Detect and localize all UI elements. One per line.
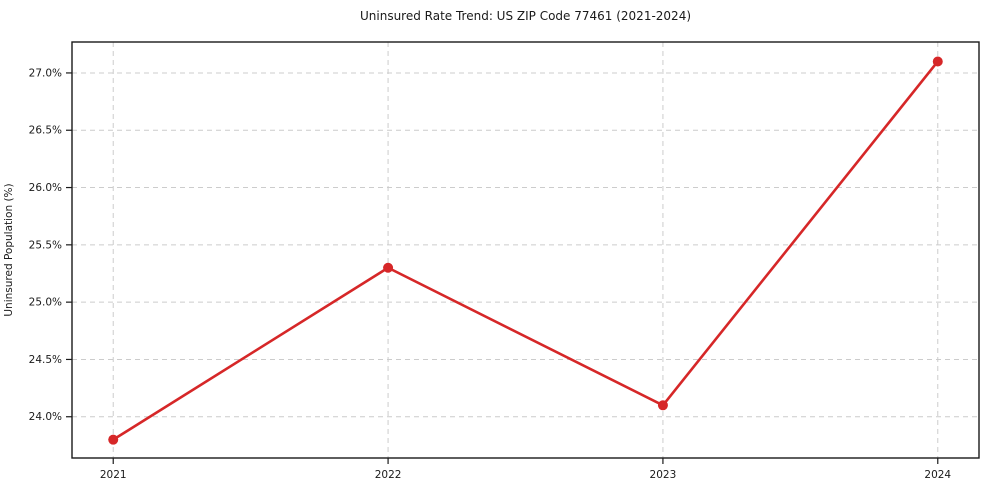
y-tick-label: 26.5%	[29, 125, 62, 137]
data-point-marker	[383, 262, 394, 273]
y-tick-label: 25.0%	[29, 297, 62, 309]
x-tick-label: 2023	[650, 469, 677, 481]
y-axis-label: Uninsured Population (%)	[3, 183, 15, 317]
y-tick-label: 24.5%	[29, 354, 62, 366]
data-point-marker	[657, 400, 668, 411]
x-tick-label: 2021	[100, 469, 127, 481]
y-tick-label: 27.0%	[29, 67, 62, 79]
data-point-marker	[932, 56, 943, 67]
y-tick-label: 26.0%	[29, 182, 62, 194]
y-tick-label: 25.5%	[29, 239, 62, 251]
x-tick-label: 2024	[924, 469, 951, 481]
x-tick-label: 2022	[375, 469, 402, 481]
plot-frame	[71, 41, 980, 459]
chart-title: Uninsured Rate Trend: US ZIP Code 77461 …	[359, 9, 692, 23]
y-tick-label: 24.0%	[29, 411, 62, 423]
data-point-marker	[108, 434, 119, 445]
trend-line	[111, 60, 940, 441]
